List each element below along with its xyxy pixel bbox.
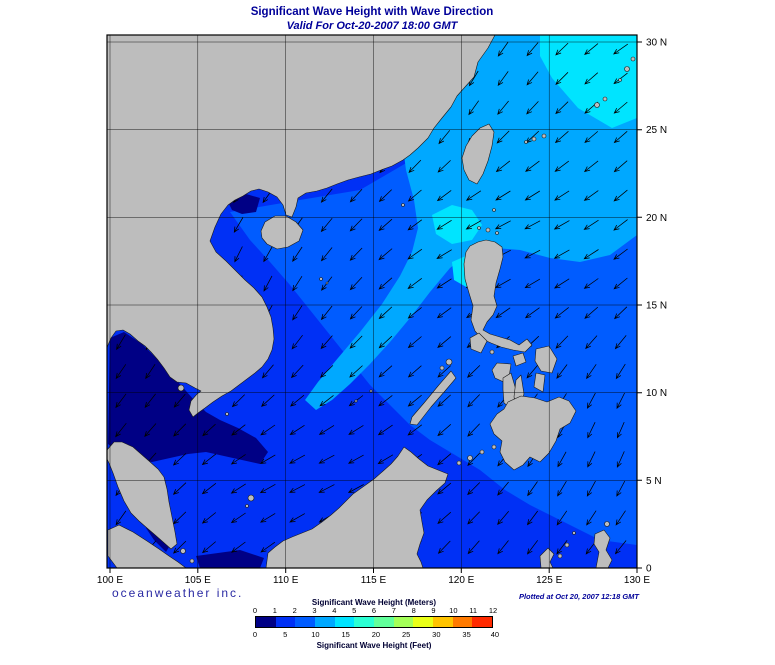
feet-tick-label: 15 bbox=[341, 630, 350, 639]
feet-tick-label: 0 bbox=[252, 630, 258, 639]
land-palawan bbox=[409, 370, 457, 426]
land-taiwan bbox=[461, 123, 495, 185]
x-axis-label: 110 E bbox=[273, 575, 299, 586]
feet-tick-label: 30 bbox=[432, 630, 441, 639]
sea-calm-java bbox=[196, 550, 264, 568]
legend-colorbar bbox=[255, 616, 493, 628]
y-axis-label: 0 bbox=[646, 564, 652, 575]
meters-tick-label: 2 bbox=[292, 606, 297, 615]
sea-calm-gulf-of-thailand bbox=[108, 332, 268, 464]
x-axis-label: 130 E bbox=[624, 575, 650, 586]
x-axis-label: 100 E bbox=[97, 575, 123, 586]
colorbar-segment bbox=[315, 617, 335, 627]
small-islands bbox=[177, 56, 636, 564]
meters-tick-label: 8 bbox=[411, 606, 416, 615]
land-mindanao bbox=[489, 395, 577, 471]
land-sumatra bbox=[107, 524, 187, 568]
meters-tick-label: 0 bbox=[252, 606, 258, 615]
meters-tick-label: 7 bbox=[391, 606, 396, 615]
colorbar-segment bbox=[275, 617, 296, 627]
feet-tick-label: 5 bbox=[283, 630, 288, 639]
oceanweather-branding: oceanweather inc. bbox=[112, 586, 244, 600]
land-asia-mainland bbox=[107, 35, 496, 418]
figure-subtitle: Valid For Oct-20-2007 18:00 GMT bbox=[286, 20, 458, 32]
colorbar-segment bbox=[433, 617, 453, 627]
meters-tick-label: 10 bbox=[449, 606, 458, 615]
y-axis-label: 30 N bbox=[646, 38, 667, 49]
feet-tick-label: 40 bbox=[490, 630, 500, 639]
land-masses bbox=[107, 35, 636, 568]
map-frame bbox=[106, 34, 638, 569]
land-mindoro bbox=[469, 332, 488, 354]
legend-meters-label: Significant Wave Height (Meters) bbox=[311, 598, 437, 607]
legend-meters-ticks: 0 1 2 3 4 5 6 7 8 9 10 11 12 bbox=[252, 606, 497, 615]
y-axis-label: 15 N bbox=[646, 301, 667, 312]
feet-tick-label: 20 bbox=[371, 630, 381, 639]
grid-lines bbox=[107, 35, 637, 568]
meters-tick-label: 12 bbox=[488, 606, 498, 615]
sea-band-4-5m-northeast bbox=[540, 35, 637, 128]
meters-tick-label: 6 bbox=[371, 606, 377, 615]
legend-feet-ticks: 0 5 10 15 20 25 30 35 40 bbox=[252, 630, 499, 639]
feet-tick-label: 10 bbox=[311, 630, 320, 639]
x-axis-label: 105 E bbox=[185, 575, 211, 586]
y-axis-label: 20 N bbox=[646, 213, 667, 224]
land-sulawesi-tip bbox=[539, 547, 555, 568]
colorbar-segment bbox=[334, 617, 355, 627]
x-axis-label: 120 E bbox=[448, 575, 474, 586]
meters-tick-label: 9 bbox=[431, 606, 436, 615]
meters-tick-label: 4 bbox=[332, 606, 337, 615]
axis-labels: 100 E 105 E 110 E 115 E 120 E 125 E 130 E 30 N 2… bbox=[97, 38, 667, 587]
land-halmahera bbox=[593, 529, 613, 568]
sea-band-4-5m-luzon-strait bbox=[432, 205, 482, 244]
plotted-at-stamp: Plotted at Oct 20, 2007 12:18 GMT bbox=[518, 592, 639, 601]
feet-tick-label: 35 bbox=[462, 630, 471, 639]
meters-tick-label: 11 bbox=[469, 606, 478, 615]
colorbar-segment bbox=[413, 617, 434, 627]
colorbar-segment bbox=[452, 617, 473, 627]
figure-title: Significant Wave Height with Wave Direct… bbox=[250, 6, 494, 18]
land-borneo bbox=[265, 446, 449, 568]
land-masbate bbox=[512, 352, 527, 367]
feet-tick-label: 25 bbox=[401, 630, 411, 639]
colorbar-segment bbox=[354, 617, 375, 627]
colorbar-segment bbox=[374, 617, 394, 627]
land-hainan bbox=[260, 215, 304, 250]
colorbar-segment bbox=[256, 617, 276, 627]
x-axis-label: 125 E bbox=[536, 575, 562, 586]
colorbar-segment bbox=[393, 617, 414, 627]
colorbar-segment bbox=[295, 617, 316, 627]
colorbar-segment bbox=[472, 617, 493, 627]
legend-feet-label: Significant Wave Height (Feet) bbox=[316, 641, 432, 650]
land-malay-peninsula bbox=[107, 441, 178, 550]
axis-ticks bbox=[109, 41, 642, 573]
meters-tick-label: 1 bbox=[272, 606, 277, 615]
y-axis-label: 10 N bbox=[646, 388, 667, 399]
meters-tick-label: 5 bbox=[352, 606, 357, 615]
y-axis-label: 25 N bbox=[646, 125, 667, 136]
meters-tick-label: 3 bbox=[312, 606, 317, 615]
land-luzon bbox=[463, 239, 533, 353]
land-leyte bbox=[533, 372, 546, 393]
y-axis-label: 5 N bbox=[646, 476, 662, 487]
x-axis-label: 115 E bbox=[361, 575, 387, 586]
